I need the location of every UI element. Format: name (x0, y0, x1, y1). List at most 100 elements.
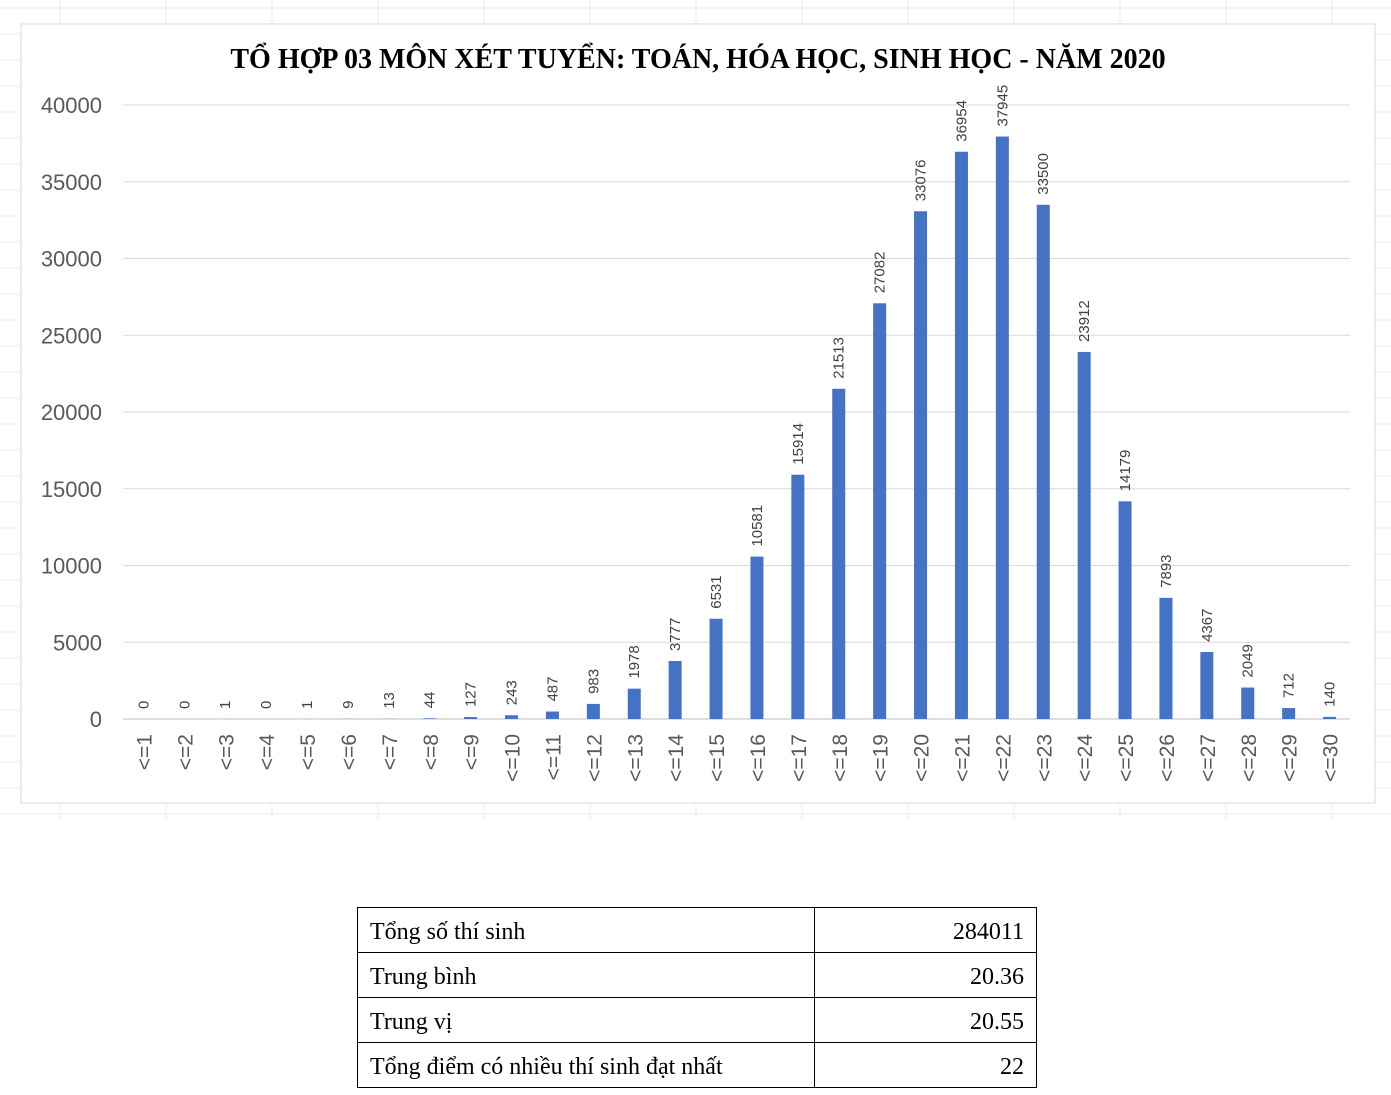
x-tick-label: <=6 (338, 734, 361, 770)
data-label: 15914 (790, 423, 807, 465)
data-label: 27082 (872, 252, 889, 294)
x-tick-label: <=23 (1033, 734, 1056, 782)
data-label: 0 (176, 701, 193, 709)
data-label: 23912 (1076, 300, 1093, 342)
y-tick-label: 10000 (41, 554, 102, 579)
y-axis-tick-labels: 0 5000 10000 15000 20000 25000 30000 35000 40000 (41, 93, 102, 732)
table-cell-label: Tổng điểm có nhiều thí sinh đạt nhất (357, 1042, 815, 1088)
bar (750, 556, 764, 719)
x-tick-label: <=16 (747, 734, 770, 782)
bar (832, 388, 846, 719)
y-tick-label: 35000 (41, 170, 102, 195)
x-tick-label: <=24 (1074, 734, 1097, 782)
data-label: 9 (340, 701, 357, 709)
x-tick-label: <=7 (379, 734, 402, 770)
x-tick-label: <=1 (133, 734, 156, 770)
table-row: Trung bình 20.36 (357, 952, 1037, 998)
x-tick-label: <=9 (461, 734, 484, 770)
x-tick-label: <=3 (215, 734, 238, 770)
y-tick-label: 20000 (41, 400, 102, 425)
x-tick-label: <=15 (706, 734, 729, 782)
table-cell-value: 22 (814, 1042, 1037, 1088)
x-tick-label: <=25 (1115, 734, 1138, 782)
bar (668, 661, 682, 719)
data-label: 1978 (626, 645, 643, 678)
data-label: 2049 (1240, 644, 1257, 677)
data-label: 4367 (1199, 609, 1216, 642)
bar (1200, 651, 1214, 719)
y-tick-label: 25000 (41, 323, 102, 348)
table-cell-label: Trung bình (357, 952, 815, 998)
table-cell-value: 284011 (814, 907, 1037, 953)
data-label: 7893 (1158, 554, 1175, 587)
bar (1282, 708, 1296, 719)
chart-area: TỔ HỢP 03 MÔN XÉT TUYỂN: TOÁN, HÓA HỌC, … (0, 0, 1391, 820)
table-row: Trung vị 20.55 (357, 997, 1037, 1043)
x-tick-label: <=27 (1197, 734, 1220, 782)
bar (1323, 716, 1337, 719)
x-tick-label: <=13 (624, 734, 647, 782)
x-tick-label: <=12 (583, 734, 606, 782)
bar (1241, 687, 1255, 719)
data-label: 36954 (953, 100, 970, 142)
bar (464, 717, 478, 719)
bar (995, 136, 1009, 719)
data-label: 127 (463, 682, 480, 707)
bar (709, 618, 723, 719)
bar (791, 474, 805, 719)
data-label: 0 (135, 701, 152, 709)
x-tick-label: <=26 (1156, 734, 1179, 782)
bars (218, 136, 1337, 720)
x-tick-label: <=5 (297, 734, 320, 770)
data-label: 983 (585, 669, 602, 694)
data-label: 3777 (667, 618, 684, 651)
x-tick-label: <=30 (1320, 734, 1343, 782)
x-tick-label: <=2 (174, 734, 197, 770)
data-label: 33500 (1035, 153, 1052, 195)
bar (1118, 501, 1132, 719)
x-tick-label: <=19 (870, 734, 893, 782)
gridlines (123, 104, 1350, 720)
bar (1036, 204, 1050, 719)
data-label: 10581 (749, 505, 766, 547)
data-label: 487 (544, 676, 561, 701)
bar (545, 711, 559, 719)
bar (505, 715, 519, 719)
table-row: Tổng số thí sinh 284011 (357, 907, 1037, 953)
chart-frame (20, 23, 1376, 804)
x-tick-label: <=20 (911, 734, 934, 782)
y-tick-label: 0 (90, 707, 102, 732)
table-cell-label: Tổng số thí sinh (357, 907, 815, 953)
x-tick-label: <=28 (1238, 734, 1261, 782)
data-label: 44 (422, 692, 439, 709)
table-row: Tổng điểm có nhiều thí sinh đạt nhất 22 (357, 1042, 1037, 1088)
bar (1077, 351, 1091, 719)
data-label: 6531 (708, 575, 725, 608)
y-tick-label: 15000 (41, 477, 102, 502)
bar (1159, 597, 1173, 719)
y-tick-label: 30000 (41, 247, 102, 272)
x-tick-label: <=22 (992, 734, 1015, 782)
x-tick-label: <=11 (542, 734, 565, 780)
x-tick-label: <=17 (788, 734, 811, 782)
data-label: 140 (1322, 682, 1339, 707)
bar (586, 703, 600, 719)
bar (423, 718, 437, 719)
x-tick-label: <=18 (829, 734, 852, 782)
data-label: 1 (217, 701, 234, 709)
y-tick-label: 40000 (41, 93, 102, 118)
bar (954, 151, 968, 719)
table-cell-value: 20.36 (814, 952, 1037, 998)
x-tick-label: <=14 (665, 734, 688, 782)
x-tick-label: <=8 (420, 734, 443, 770)
data-label: 14179 (1117, 450, 1134, 492)
data-label: 37945 (994, 85, 1011, 127)
data-label: 1 (299, 701, 316, 709)
chart-title: TỔ HỢP 03 MÔN XÉT TUYỂN: TOÁN, HÓA HỌC, … (230, 43, 1165, 75)
bar (873, 303, 887, 719)
data-label: 33076 (913, 160, 930, 202)
x-tick-label: <=10 (502, 734, 525, 782)
table-cell-value: 20.55 (814, 997, 1037, 1043)
data-label: 243 (504, 680, 521, 705)
data-labels: 0 0 1 0 1 9 13 44 127 243 487 983 1978 3777 6531 10581 1… (135, 85, 1338, 709)
